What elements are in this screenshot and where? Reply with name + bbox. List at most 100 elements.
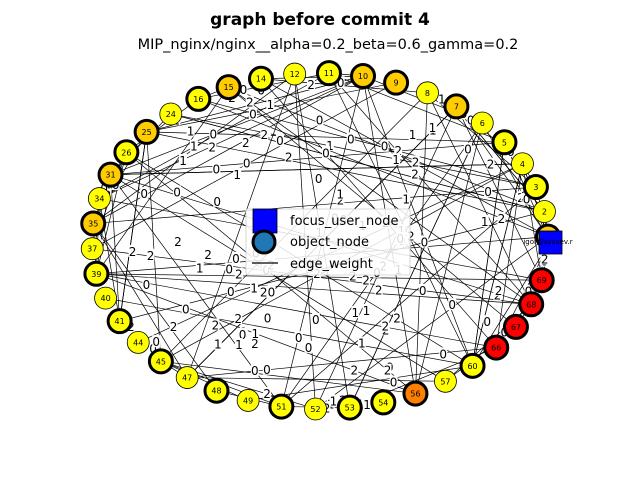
object-node-41 [106,308,133,335]
object-node-label: 26 [121,148,131,157]
edge-label-bg [213,337,222,350]
edge-weight-label: 2 [285,150,293,164]
object-node-label: 31 [105,171,115,180]
object-node-label: 48 [211,387,221,396]
edge-label-bg [314,171,323,184]
edge-label-bg [439,347,448,360]
object-node-67 [502,313,529,340]
object-node-label: 54 [378,398,388,407]
edge-label-bg [245,95,254,108]
object-node-label: 14 [256,75,266,84]
edge-127 [170,113,545,212]
object-node-label: 41 [115,317,125,326]
object-node-label: 35 [88,219,98,228]
edge-weight-label: 1 [179,154,187,168]
edge-weight-label: 1 [233,168,241,182]
edge-weight-label: 2 [204,248,212,262]
edge-weight-label: 0 [467,114,475,128]
edge-label-bg [152,335,161,348]
edge-55 [110,174,120,322]
object-node-label: 68 [526,300,536,309]
edge-weight-label: 2 [349,269,357,283]
edge-label-bg [234,267,243,280]
edge-label-bg [394,144,403,157]
edge-weight-label: 0 [464,143,472,157]
edge-weight-label: 0 [448,298,456,312]
edge-weight-label: 2 [541,252,549,266]
edge-label-bg [463,142,472,155]
edge-label-bg [275,134,284,147]
edge-weight-label: 0 [249,108,257,122]
edge-label-bg [242,156,251,169]
edge-73 [456,106,549,237]
edge-weight-label: 0 [347,132,355,146]
edge-label-bg [483,315,492,328]
edge-26 [186,73,296,378]
edge-125 [472,142,505,366]
edge-32 [362,75,473,366]
edge-label-bg [420,235,429,248]
object-node-label: 8 [425,89,430,98]
object-node-label: 53 [345,404,355,413]
edge-label-bg [315,113,324,126]
edge-weight-label: 1 [438,93,446,107]
edge-label-bg [380,139,389,152]
edge-weight-label: 2 [411,167,419,181]
edge-weight-label: 2 [495,284,503,298]
edge-label-bg [262,362,271,375]
edge-40 [228,86,532,305]
edge-weight-label: 2 [307,78,315,92]
object-node-34 [87,187,111,210]
edge-weight-label: 1 [190,140,198,154]
edge-label-bg [208,140,217,153]
object-node-label: 49 [243,396,253,405]
edge-80 [160,361,249,401]
edge-label-bg [466,113,475,126]
edge-label-bg [284,150,293,163]
edge-label-bg [248,107,257,120]
object-node-37 [80,237,104,261]
edge-weight-label: 0 [419,284,427,298]
edge-label-bg [321,146,330,159]
edge-79 [228,86,517,328]
edge-label-bg [211,318,220,331]
edge-label-bg [226,284,235,297]
edge-67 [415,122,483,394]
edge-weight-label: 0 [263,363,271,377]
object-node-label: 47 [182,374,192,383]
edge-label-bg [304,340,313,353]
edge-label-bg [540,252,549,265]
edge-weight-label: 0 [240,83,248,97]
edge-weight-label: 0 [483,315,491,329]
object-node-24 [159,102,183,126]
legend-label-edge-weight: edge_weight [290,257,373,272]
edge-33 [99,75,364,199]
figure-title: graph before commit 4 [210,10,430,30]
edge-label-bg [524,284,533,297]
edge-weight-label: 0 [227,285,235,299]
edge-weight-label: 2 [394,144,402,158]
edge-115 [119,131,147,322]
edge-label-bg [336,76,345,89]
edge-weight-label: 1 [251,327,259,341]
edge-weight-label: 2 [235,268,243,282]
object-node-7 [443,93,470,120]
object-node-label: 3 [533,183,538,192]
edge-75 [146,131,505,143]
edge-weight-label: 2 [412,155,420,169]
object-node-9 [383,69,410,96]
object-nodes: 0234567891011121415162425263134353739404… [80,60,561,421]
edge-weight-label: 1 [392,153,400,167]
legend-box [245,208,411,276]
edge-weight-label: 0 [213,163,221,177]
edge-label-bg [263,311,272,324]
edge-weight-label: 2 [261,128,269,142]
edge-label-bg [234,338,243,351]
edge-weight-label: 1 [250,282,258,296]
legend-square-marker [252,208,278,234]
object-node-66 [483,334,510,361]
legend: focus_user_node object_node edge_weight [245,208,411,276]
edge-label-bg [448,298,457,311]
object-node-5 [491,129,518,156]
